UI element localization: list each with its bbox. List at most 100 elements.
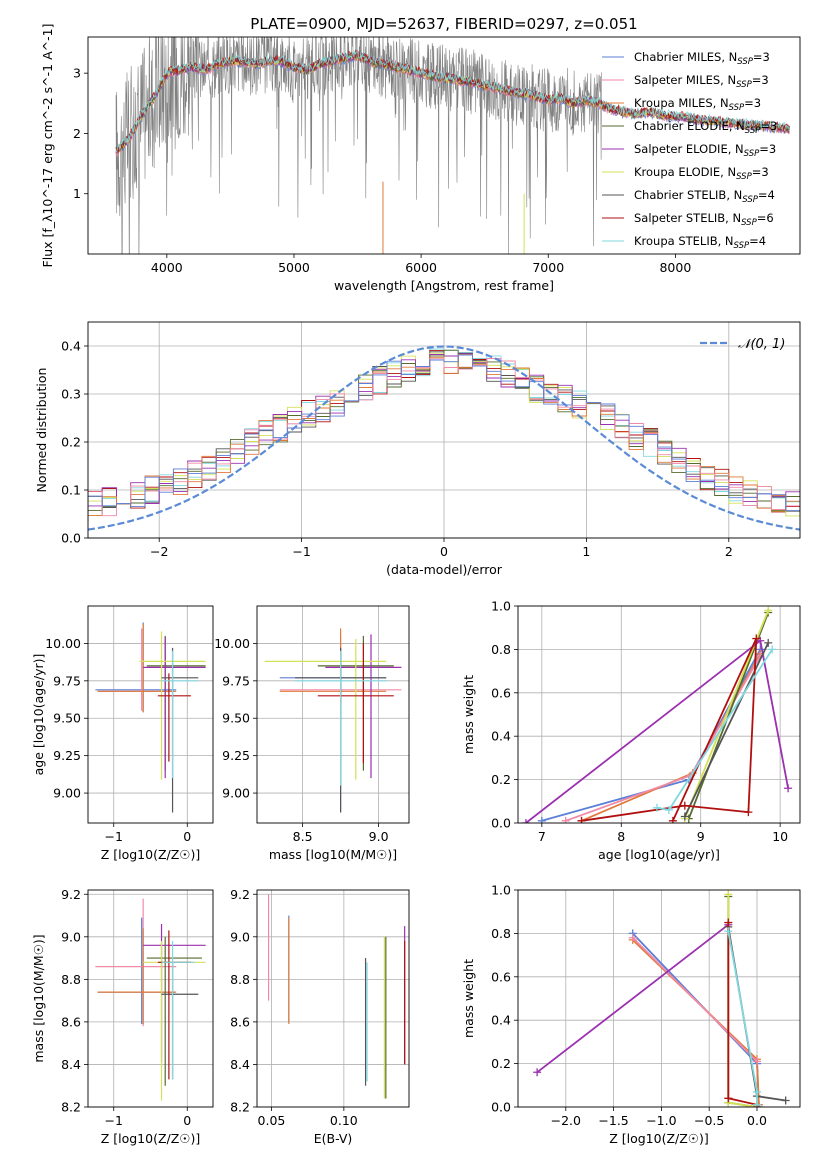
y-tick-label: 8.8 — [230, 972, 250, 987]
mass-weight-vs-Z-plot-area — [533, 890, 790, 1107]
histogram-salpeter_stelib — [88, 349, 800, 522]
y-tick-label: 9.75 — [222, 673, 250, 688]
x-tick-label: 7 — [538, 829, 546, 844]
y-tick-label: 8.4 — [61, 1057, 81, 1072]
histogram-salpeter_elodie — [88, 353, 800, 513]
histogram-kroupa_stelib — [88, 348, 800, 517]
weight-marker-salpeter_miles — [628, 933, 637, 942]
mass-weight-vs-Z-axes: −2.0 −1.5 −1.0 −0.5 0.0 0.0 0.2 0.4 0.6 0.8 1.0 Z [… — [461, 883, 801, 1146]
y-tick-label: 9.25 — [53, 748, 81, 763]
x-tick-label: 4000 — [151, 260, 183, 275]
axes-frame — [517, 889, 801, 1108]
x-tick-label: 0 — [440, 544, 448, 559]
weight-marker-chabrier_stelib — [764, 638, 773, 647]
weight-marker-salpeter_miles — [752, 1057, 761, 1066]
gaussian-curve — [88, 345, 800, 531]
model-spectrum-kroupa_stelib — [115, 50, 790, 153]
weight-marker-kroupa_elodie — [764, 606, 773, 615]
weight-marker-kroupa_stelib — [664, 805, 673, 814]
x-axis-label: (data-model)/error — [386, 562, 503, 577]
weight-marker-kroupa_stelib — [768, 645, 777, 654]
y-axis-label: mass weight — [461, 675, 476, 754]
axes-frame — [87, 321, 801, 539]
axes-frame — [87, 605, 214, 824]
weight-marker-salpeter_elodie — [784, 784, 793, 793]
weight-marker-kroupa_stelib — [752, 1100, 761, 1107]
legend-entry-chabrier_elodie: Chabrier ELODIE, NSSP=3 — [634, 119, 777, 136]
y-tick-label: 0.8 — [491, 642, 511, 657]
weight-marker-salpeter_elodie — [533, 1068, 542, 1077]
y-tick-label: 8.4 — [230, 1057, 250, 1072]
legend-subscript: SSP — [737, 57, 753, 67]
axes-frame — [517, 605, 801, 824]
weight-line-salpeter_elodie — [536, 923, 729, 1074]
axes-frame — [87, 36, 801, 255]
legend-subscript: SSP — [742, 195, 758, 205]
y-tick-label: 0.6 — [491, 685, 511, 700]
y-tick-label: 9.50 — [222, 711, 250, 726]
legend-entry-kroupa_elodie: Kroupa ELODIE, NSSP=3 — [634, 165, 769, 182]
histogram-chabrier_miles — [88, 354, 800, 520]
x-axis-label: age [log10(age/yr)] — [598, 847, 720, 862]
legend-entry-gaussian: 𝒩(0, 1) — [738, 337, 785, 352]
y-tick-label: 8.6 — [230, 1014, 250, 1029]
x-tick-label: 0.0 — [747, 1113, 767, 1128]
x-tick-label: 6000 — [405, 260, 437, 275]
weight-line-chabrier_miles — [541, 648, 762, 822]
y-tick-label: 0.4 — [491, 729, 511, 744]
x-axis-label: wavelength [Angstrom, rest frame] — [334, 278, 554, 293]
weight-line-salpeter_stelib — [581, 638, 758, 822]
y-tick-label: 10.00 — [45, 636, 81, 651]
y-tick-label: 0.0 — [491, 816, 511, 831]
y-tick-label: 0.2 — [491, 772, 511, 787]
x-tick-label: −1 — [292, 544, 310, 559]
histogram-chabrier_elodie — [88, 349, 800, 512]
y-tick-label: 0.4 — [61, 339, 81, 354]
mass-vs-Z-axes: −1 0 8.2 8.4 8.6 8.8 9.0 9.2 Z [log10(Z/Z☉)] mass… — [31, 887, 214, 1146]
residuals-plot-area — [88, 345, 800, 531]
legend-value: =3 — [753, 50, 770, 64]
weight-marker-chabrier_stelib — [680, 812, 689, 821]
weight-marker-kroupa_stelib — [724, 927, 733, 936]
weight-line-kroupa_stelib — [727, 931, 758, 1105]
legend-value: =3 — [759, 142, 776, 156]
x-tick-label: 8000 — [659, 260, 691, 275]
weight-marker-salpeter_elodie — [521, 819, 530, 823]
legend-entry-salpeter_elodie: Salpeter ELODIE, NSSP=3 — [634, 142, 776, 159]
x-tick-label: 0.05 — [258, 1113, 286, 1128]
y-tick-label: 9.75 — [53, 673, 81, 688]
x-tick-label: −0.5 — [694, 1113, 724, 1128]
x-tick-label: −1.5 — [598, 1113, 628, 1128]
y-tick-label: 0.4 — [491, 1013, 511, 1028]
y-axis-label: mass weight — [461, 959, 476, 1038]
legend-entry-chabrier_stelib: Chabrier STELIB, NSSP=4 — [634, 188, 775, 205]
weight-line-chabrier_elodie — [687, 612, 770, 820]
weight-marker-salpeter_stelib — [752, 634, 761, 643]
figure-title: PLATE=0900, MJD=52637, FIBERID=0297, z=0… — [250, 15, 637, 33]
legend-value: =3 — [752, 73, 769, 87]
weight-marker-kroupa_stelib — [752, 1087, 761, 1096]
weight-line-salpeter_miles — [632, 937, 758, 1063]
x-tick-label: −2 — [150, 544, 168, 559]
mass-weight-vs-age-plot-area — [521, 606, 793, 823]
weight-marker-salpeter_stelib — [577, 816, 586, 823]
weight-line-kroupa_miles — [581, 653, 762, 822]
y-tick-label: 9.2 — [61, 887, 81, 902]
x-tick-label: 0 — [183, 1113, 191, 1128]
weight-marker-salpeter_miles — [561, 816, 570, 823]
legend-entry-salpeter_stelib: Salpeter STELIB, NSSP=6 — [634, 211, 774, 228]
legend-value: =3 — [752, 165, 769, 179]
legend-subscript: SSP — [741, 218, 757, 228]
legend-subscript: SSP — [736, 172, 752, 182]
weight-marker-kroupa_elodie — [724, 890, 733, 899]
x-tick-label: 2 — [725, 544, 733, 559]
legend-subscript: SSP — [736, 80, 752, 90]
y-tick-label: 0.1 — [61, 483, 81, 498]
x-axis-label: mass [log10(M/M☉)] — [269, 847, 397, 862]
mass-weight-vs-age-axes: 7 8 9 10 0.0 0.2 0.4 0.6 0.8 1.0 age [log10(age/yr… — [461, 599, 801, 862]
legend-entry-chabrier_miles: Chabrier MILES, NSSP=3 — [634, 50, 770, 67]
x-tick-label: 0.10 — [330, 1113, 358, 1128]
y-tick-label: 8.6 — [61, 1014, 81, 1029]
x-tick-label: −1.0 — [646, 1113, 676, 1128]
